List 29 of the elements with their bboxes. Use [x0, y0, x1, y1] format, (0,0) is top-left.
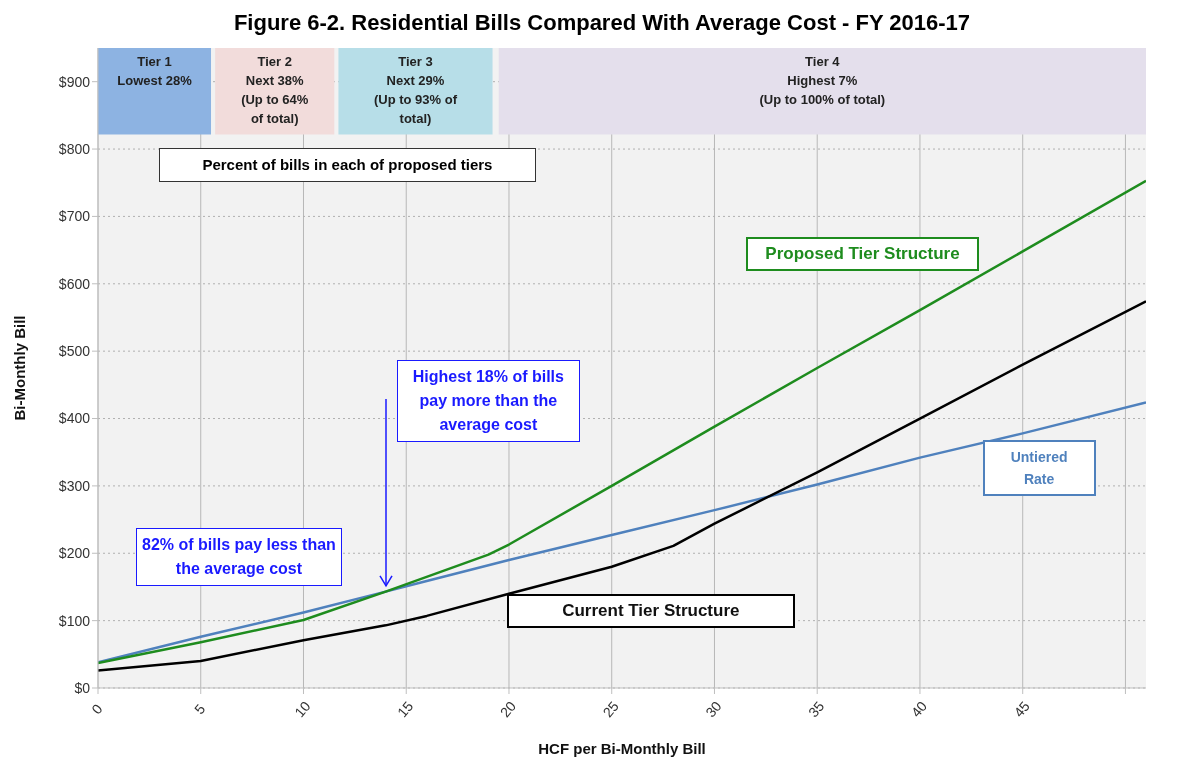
chart-title: Figure 6-2. Residential Bills Compared With Average Cost - FY 2016-17: [232, 9, 972, 37]
line-series: [98, 179, 1146, 665]
band-label: Tier 4 Highest 7% (Up to 100% of total): [758, 53, 887, 109]
x-tick-label: 45: [1010, 697, 1033, 721]
y-tick-label: $500: [58, 343, 91, 360]
band-label: Tier 2 Next 38% (Up to 64% of total): [240, 53, 310, 128]
x-tick-label: 5: [191, 700, 209, 718]
line-series: [98, 300, 1146, 672]
y-tick-label: $700: [58, 208, 91, 225]
y-tick-label: $200: [58, 545, 91, 562]
y-tick-label: $0: [74, 679, 91, 696]
x-tick-label: 0: [88, 700, 106, 718]
y-tick-label: $800: [58, 141, 91, 158]
x-tick-label: 35: [805, 697, 828, 721]
y-tick-label: $100: [58, 612, 91, 629]
y-tick-label: $600: [58, 275, 91, 292]
x-tick-label: 20: [496, 697, 520, 721]
y-tick-label: $300: [58, 477, 91, 494]
x-tick-label: 25: [599, 697, 622, 721]
band-label: Tier 3 Next 29% (Up to 93% of total): [372, 53, 458, 128]
y-tick-label: $400: [58, 410, 91, 427]
x-tick-label: 30: [702, 697, 725, 721]
band-label: Tier 1 Lowest 28%: [116, 53, 193, 90]
y-tick-label: $900: [58, 73, 91, 90]
x-axis-title: HCF per Bi-Monthly Bill: [538, 740, 706, 757]
x-tick-label: 40: [907, 697, 931, 721]
y-axis-title: Bi-Monthly Bill: [11, 315, 29, 421]
x-tick-label: 10: [291, 697, 314, 721]
x-tick-label: 15: [394, 697, 417, 721]
